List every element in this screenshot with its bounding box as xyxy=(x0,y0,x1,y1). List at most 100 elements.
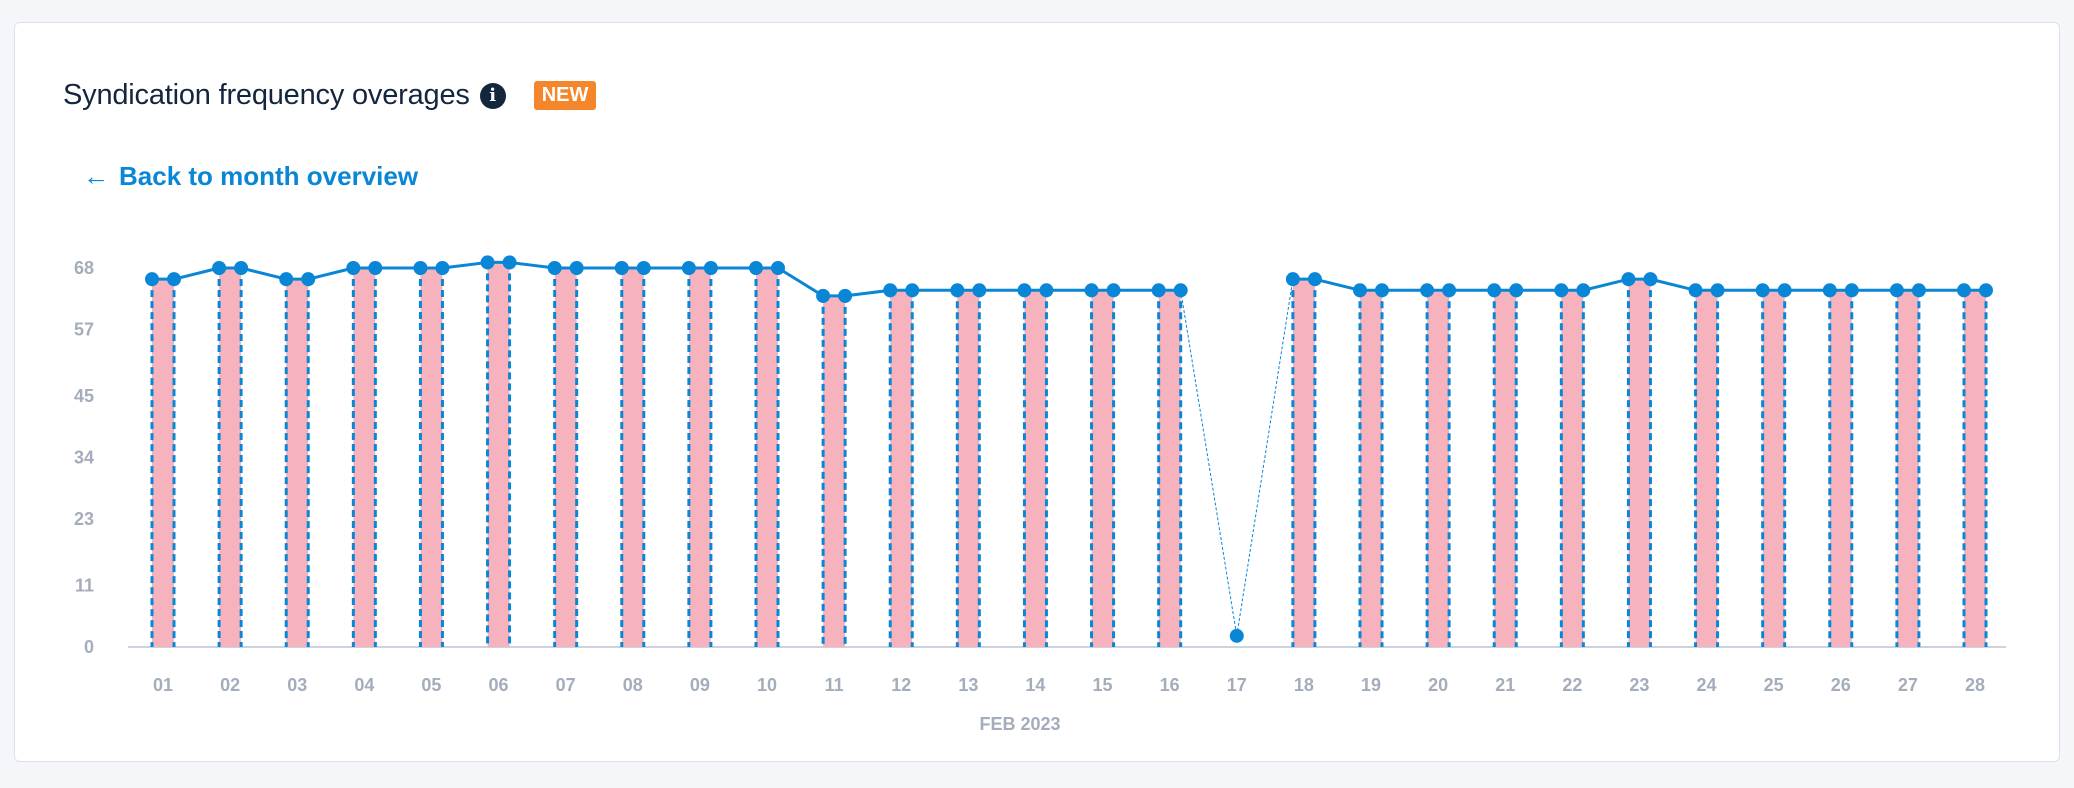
bar xyxy=(1024,290,1047,647)
x-tick-label: 03 xyxy=(287,675,307,695)
data-point xyxy=(1643,272,1658,287)
x-tick-label: 27 xyxy=(1898,675,1918,695)
line-segment xyxy=(509,260,555,270)
data-point xyxy=(212,261,227,275)
x-tick-label: 05 xyxy=(421,675,441,695)
bar xyxy=(353,268,376,647)
y-tick-label: 68 xyxy=(74,258,94,278)
data-point xyxy=(1822,283,1837,298)
bar xyxy=(1628,279,1651,647)
data-point xyxy=(346,261,361,275)
data-point xyxy=(1039,283,1054,298)
x-tick-label: 19 xyxy=(1361,675,1381,695)
bar xyxy=(957,290,980,647)
x-tick-label: 04 xyxy=(354,675,374,695)
x-tick-label: 21 xyxy=(1495,675,1515,695)
bar xyxy=(1561,290,1584,647)
x-tick-label: 02 xyxy=(220,675,240,695)
x-tick-label: 07 xyxy=(556,675,576,695)
line-segment xyxy=(1650,277,1696,292)
data-point xyxy=(1554,283,1569,298)
bar xyxy=(420,268,443,647)
data-point xyxy=(1957,283,1971,298)
data-point xyxy=(1106,283,1121,298)
x-tick-label: 22 xyxy=(1562,675,1582,695)
data-point xyxy=(234,261,249,275)
y-tick-label: 11 xyxy=(75,576,94,596)
bar xyxy=(554,268,577,647)
data-point xyxy=(368,261,383,275)
data-point xyxy=(1151,283,1166,298)
y-tick-label: 45 xyxy=(74,386,94,406)
data-point xyxy=(1173,283,1188,298)
back-to-month-overview-link[interactable]: ← Back to month overview xyxy=(83,161,418,192)
x-tick-label: 15 xyxy=(1093,675,1113,695)
x-tick-label: 25 xyxy=(1764,675,1784,695)
y-tick-label: 34 xyxy=(74,448,94,468)
data-point xyxy=(1889,283,1904,298)
line-segment xyxy=(442,260,488,270)
data-point xyxy=(614,261,629,275)
back-link-label: Back to month overview xyxy=(119,161,419,191)
chart-title: Syndication frequency overages xyxy=(63,79,470,111)
info-circle-icon[interactable]: i xyxy=(479,82,506,109)
data-point xyxy=(1307,272,1322,287)
data-point xyxy=(771,261,785,275)
new-badge: NEW xyxy=(533,81,597,110)
data-point xyxy=(838,288,853,303)
data-point xyxy=(1420,283,1435,298)
data-point xyxy=(413,261,428,275)
y-tick-label: 23 xyxy=(74,509,94,529)
line-segment xyxy=(1180,290,1238,636)
x-tick-label: 06 xyxy=(489,675,509,695)
bar xyxy=(1829,290,1852,647)
x-tick-label: 13 xyxy=(958,675,978,695)
bar xyxy=(1695,290,1718,647)
data-point xyxy=(1375,283,1389,298)
x-tick-label: 26 xyxy=(1831,675,1851,695)
x-tick-label: 18 xyxy=(1294,675,1314,695)
bar xyxy=(1292,279,1315,647)
line-segment xyxy=(1314,277,1361,292)
data-point xyxy=(1442,283,1457,298)
data-point xyxy=(1576,283,1591,298)
bar xyxy=(1762,290,1785,647)
data-point xyxy=(1710,283,1725,298)
bar xyxy=(487,262,510,647)
line-segment xyxy=(1582,277,1629,292)
data-point xyxy=(636,261,651,275)
bar xyxy=(219,268,242,647)
x-axis-title: FEB 2023 xyxy=(979,714,1060,734)
x-tick-label: 09 xyxy=(690,675,710,695)
data-point xyxy=(547,261,562,275)
x-tick-label: 14 xyxy=(1025,675,1045,695)
bar xyxy=(286,279,309,647)
line-segment xyxy=(777,266,824,298)
line-segment xyxy=(844,288,891,298)
data-point xyxy=(950,283,965,298)
data-point xyxy=(905,283,920,298)
bar xyxy=(152,279,174,647)
bar xyxy=(1494,290,1517,647)
data-point xyxy=(1777,283,1792,298)
x-tick-label: 08 xyxy=(623,675,643,695)
line-segment xyxy=(1236,279,1294,636)
data-point xyxy=(703,261,718,275)
x-tick-label: 23 xyxy=(1629,675,1649,695)
data-point xyxy=(681,261,696,275)
data-point xyxy=(1688,283,1703,298)
data-point xyxy=(1017,283,1032,298)
data-point xyxy=(301,272,316,287)
data-point xyxy=(569,261,584,275)
data-point xyxy=(1229,628,1244,643)
bar xyxy=(688,268,711,647)
data-point xyxy=(1979,283,1993,298)
x-tick-label: 10 xyxy=(757,675,777,695)
bar xyxy=(1427,290,1450,647)
x-tick-label: 24 xyxy=(1697,675,1717,695)
y-tick-label: 0 xyxy=(84,637,94,657)
bar xyxy=(621,268,644,647)
line-segment xyxy=(173,266,220,281)
data-point xyxy=(435,261,450,275)
